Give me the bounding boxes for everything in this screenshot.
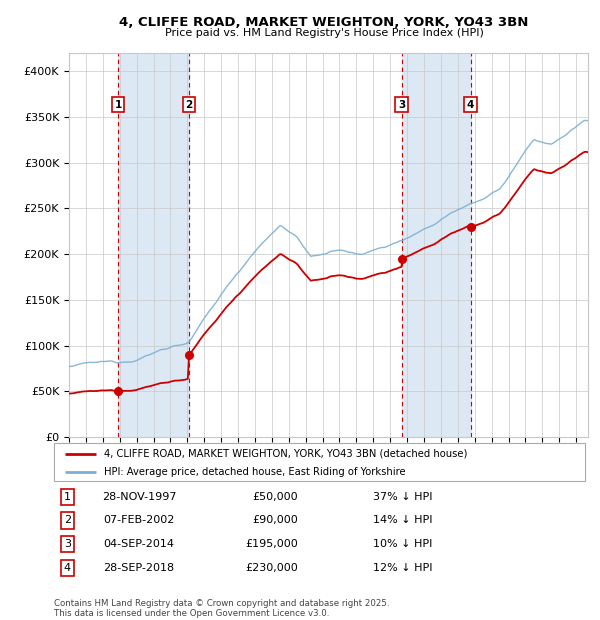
FancyBboxPatch shape	[54, 443, 585, 480]
Text: 2: 2	[64, 515, 71, 525]
Bar	[401, 53, 470, 437]
Text: £50,000: £50,000	[253, 492, 298, 502]
Bar	[118, 53, 189, 437]
Text: 4, CLIFFE ROAD, MARKET WEIGHTON, YORK, YO43 3BN: 4, CLIFFE ROAD, MARKET WEIGHTON, YORK, Y…	[119, 16, 529, 29]
Text: 4: 4	[467, 100, 474, 110]
Text: 3: 3	[64, 539, 71, 549]
Text: 10% ↓ HPI: 10% ↓ HPI	[373, 539, 432, 549]
Text: 07-FEB-2002: 07-FEB-2002	[103, 515, 175, 525]
Text: Price paid vs. HM Land Registry's House Price Index (HPI): Price paid vs. HM Land Registry's House …	[164, 28, 484, 38]
Text: 1: 1	[115, 100, 122, 110]
Text: £90,000: £90,000	[253, 515, 298, 525]
Text: 37% ↓ HPI: 37% ↓ HPI	[373, 492, 432, 502]
Text: 1: 1	[64, 492, 71, 502]
Text: 2: 2	[185, 100, 193, 110]
Text: 12% ↓ HPI: 12% ↓ HPI	[373, 563, 432, 573]
Text: 3: 3	[398, 100, 405, 110]
Text: 28-SEP-2018: 28-SEP-2018	[103, 563, 175, 573]
Text: 28-NOV-1997: 28-NOV-1997	[102, 492, 176, 502]
Text: Contains HM Land Registry data © Crown copyright and database right 2025.
This d: Contains HM Land Registry data © Crown c…	[54, 599, 389, 618]
Text: £230,000: £230,000	[245, 563, 298, 573]
Text: 04-SEP-2014: 04-SEP-2014	[103, 539, 175, 549]
Text: £195,000: £195,000	[245, 539, 298, 549]
Text: 4, CLIFFE ROAD, MARKET WEIGHTON, YORK, YO43 3BN (detached house): 4, CLIFFE ROAD, MARKET WEIGHTON, YORK, Y…	[104, 449, 468, 459]
Text: 14% ↓ HPI: 14% ↓ HPI	[373, 515, 432, 525]
Text: 4: 4	[64, 563, 71, 573]
Text: HPI: Average price, detached house, East Riding of Yorkshire: HPI: Average price, detached house, East…	[104, 467, 406, 477]
